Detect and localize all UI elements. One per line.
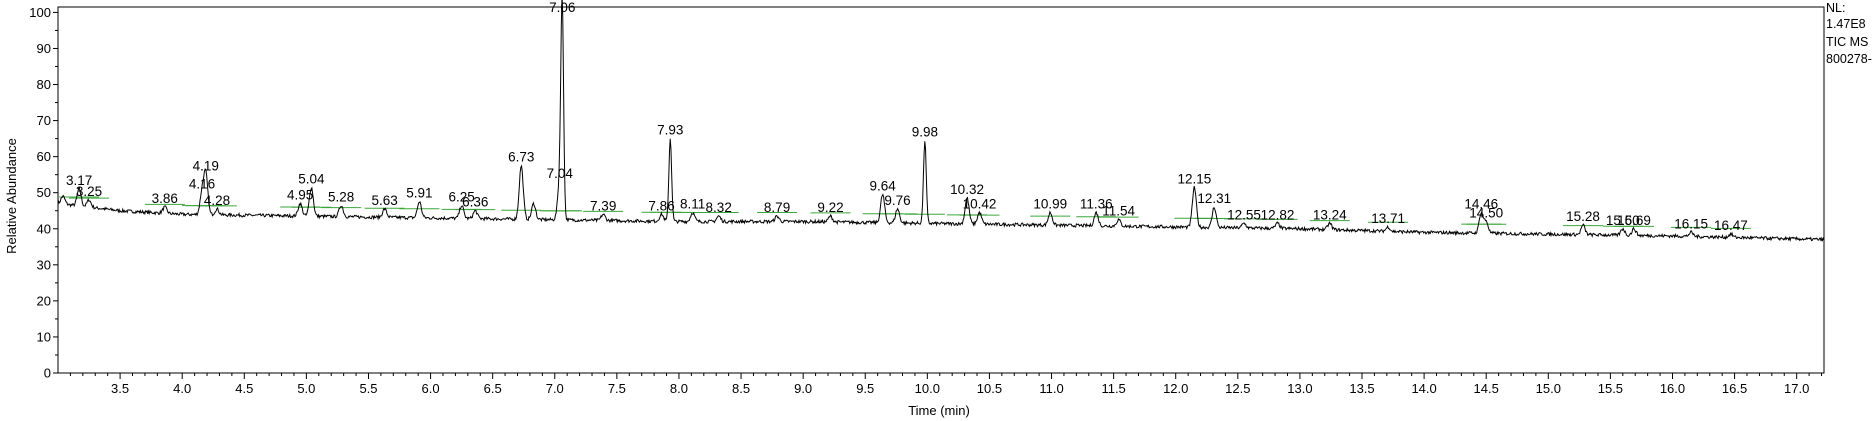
x-axis-ticks: 3.5 4.0 4.5 5.0 5.5 6.0 6.5 7.0 7.5 8.0 8.5 9.0 9.5 1… xyxy=(69,373,1823,396)
x-tick-label: 8.0 xyxy=(670,381,688,396)
peak-label: 9.64 xyxy=(869,179,896,194)
peak-label: 3.86 xyxy=(152,191,178,206)
peak-label: 8.11 xyxy=(680,197,705,212)
peak-label: 9.98 xyxy=(912,124,938,139)
x-tick-label: 6.5 xyxy=(484,381,502,396)
x-tick-label: 11.0 xyxy=(1039,381,1063,396)
peak-label: 15.69 xyxy=(1617,213,1651,228)
y-tick-label: 80 xyxy=(37,77,51,92)
peak-label: 7.04 xyxy=(547,166,574,181)
peak-label: 10.32 xyxy=(950,182,984,197)
peak-label: 13.24 xyxy=(1313,207,1347,222)
peak-label: 5.63 xyxy=(371,193,397,208)
peak-label: 4.28 xyxy=(204,193,230,208)
peak-label: 9.76 xyxy=(884,193,910,208)
x-axis-title: Time (min) xyxy=(908,403,970,418)
peak-label: 7.86 xyxy=(648,198,674,213)
nl-label: NL: xyxy=(1826,1,1846,15)
x-tick-label: 8.5 xyxy=(732,381,750,396)
peak-label: 6.36 xyxy=(462,195,488,210)
y-tick-label: 50 xyxy=(37,185,51,200)
y-tick-label: 20 xyxy=(37,293,51,308)
file-id: 800278- xyxy=(1826,52,1872,66)
peak-label: 8.79 xyxy=(764,200,790,215)
peak-label: 14.50 xyxy=(1469,206,1503,221)
x-tick-label: 16.0 xyxy=(1660,381,1685,396)
y-axis-ticks: 0 10 20 30 40 50 60 70 80 90 100 xyxy=(29,5,58,381)
peak-label: 3.25 xyxy=(76,184,102,199)
peak-label: 7.93 xyxy=(657,123,683,138)
peak-label: 12.82 xyxy=(1261,207,1295,222)
x-tick-label: 16.5 xyxy=(1722,381,1747,396)
x-tick-label: 14.5 xyxy=(1474,381,1499,396)
x-tick-label: 9.5 xyxy=(856,381,874,396)
peak-label: 15.28 xyxy=(1566,209,1600,224)
peak-label: 12.55 xyxy=(1227,207,1261,222)
x-tick-label: 13.0 xyxy=(1287,381,1312,396)
x-tick-label: 14.0 xyxy=(1411,381,1436,396)
peak-label: 9.22 xyxy=(817,200,843,215)
peak-label: 14.46 xyxy=(1464,197,1498,212)
peak-label: 10.99 xyxy=(1033,197,1067,212)
y-tick-label: 60 xyxy=(37,149,51,164)
x-tick-label: 4.5 xyxy=(235,381,253,396)
plot-frame xyxy=(57,6,1825,374)
peak-label: 4.95 xyxy=(287,188,313,203)
y-tick-label: 100 xyxy=(29,5,51,20)
peak-label: 6.25 xyxy=(448,189,474,204)
peak-label: 16.15 xyxy=(1674,216,1708,231)
x-tick-label: 13.5 xyxy=(1349,381,1374,396)
tic-trace xyxy=(57,0,1825,243)
x-tick-label: 5.0 xyxy=(297,381,315,396)
scan-filter: TIC MS xyxy=(1826,35,1869,49)
x-tick-label: 17.0 xyxy=(1784,381,1809,396)
x-tick-label: 9.0 xyxy=(794,381,812,396)
peak-label: 7.06 xyxy=(549,0,575,15)
peak-label: 6.73 xyxy=(508,150,534,165)
peak-labels: 3.173.25 3.86 4.16 4.19 4.28 4.95 5.045.28 5.63… xyxy=(66,0,1748,233)
x-tick-label: 10.0 xyxy=(915,381,940,396)
peak-label: 16.47 xyxy=(1714,218,1748,233)
y-tick-label: 30 xyxy=(37,257,51,272)
x-tick-label: 12.5 xyxy=(1225,381,1250,396)
y-tick-label: 0 xyxy=(44,366,51,381)
x-tick-label: 11.5 xyxy=(1101,381,1125,396)
nl-value: 1.47E8 xyxy=(1826,17,1866,31)
peak-label: 4.19 xyxy=(193,159,219,174)
x-tick-label: 15.0 xyxy=(1536,381,1561,396)
chart-axes xyxy=(57,6,1825,374)
peak-label: 5.91 xyxy=(406,186,432,201)
peak-label: 12.15 xyxy=(1177,171,1211,186)
x-tick-label: 15.5 xyxy=(1598,381,1623,396)
peak-label: 12.31 xyxy=(1197,191,1231,206)
x-tick-label: 12.0 xyxy=(1163,381,1188,396)
y-tick-label: 40 xyxy=(37,221,51,236)
x-tick-label: 3.5 xyxy=(111,381,129,396)
peak-label: 13.71 xyxy=(1371,211,1405,226)
peak-label: 10.42 xyxy=(963,197,997,212)
y-tick-label: 70 xyxy=(37,113,51,128)
peak-label: 7.39 xyxy=(590,198,616,213)
trace-group xyxy=(57,0,1825,243)
peak-label: 11.36 xyxy=(1080,197,1113,212)
x-tick-label: 6.0 xyxy=(422,381,440,396)
peak-label: 5.04 xyxy=(298,171,325,186)
peak-label: 3.17 xyxy=(66,173,92,188)
y-tick-label: 10 xyxy=(37,329,51,344)
x-tick-label: 4.0 xyxy=(173,381,191,396)
x-tick-label: 10.5 xyxy=(977,381,1002,396)
peak-label: 4.16 xyxy=(189,177,215,192)
x-tick-label: 7.0 xyxy=(546,381,564,396)
peak-label: 8.32 xyxy=(706,200,732,215)
peak-label: 15.60 xyxy=(1606,213,1640,228)
y-tick-label: 90 xyxy=(37,41,51,56)
x-tick-label: 7.5 xyxy=(608,381,626,396)
peak-label: 11.54 xyxy=(1102,204,1135,219)
x-tick-label: 5.5 xyxy=(359,381,377,396)
peak-label: 5.28 xyxy=(328,189,354,204)
y-axis-title: Relative Abundance xyxy=(4,138,19,254)
